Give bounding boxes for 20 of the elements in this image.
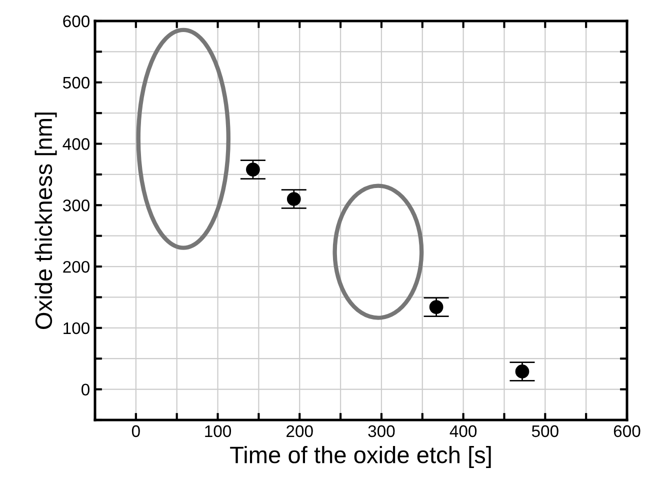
y-tick-label: 500 <box>63 76 90 89</box>
x-tick-label: 400 <box>450 425 477 438</box>
point <box>286 192 301 206</box>
y-tick-label: 0 <box>82 384 90 396</box>
point <box>246 162 260 176</box>
x-tick-label: 200 <box>286 425 313 438</box>
y-tick-label: 300 <box>62 200 90 212</box>
y-axis-title: Oxide thickness [nm] <box>34 112 57 329</box>
x-tick-label: 0 <box>132 425 140 438</box>
point <box>515 364 530 378</box>
x-tick-label: 100 <box>205 425 232 438</box>
y-tick-label: 600 <box>63 15 90 28</box>
x-axis-title: Time of the oxide etch [s] <box>230 446 491 468</box>
y-tick-label: 200 <box>63 260 90 273</box>
x-tick-label: 600 <box>614 425 640 438</box>
x-tick-label: 300 <box>368 425 395 438</box>
point <box>429 300 444 314</box>
y-tick-label: 400 <box>62 138 90 150</box>
y-tick-label: 100 <box>64 322 90 334</box>
x-tick-label: 500 <box>532 425 558 438</box>
